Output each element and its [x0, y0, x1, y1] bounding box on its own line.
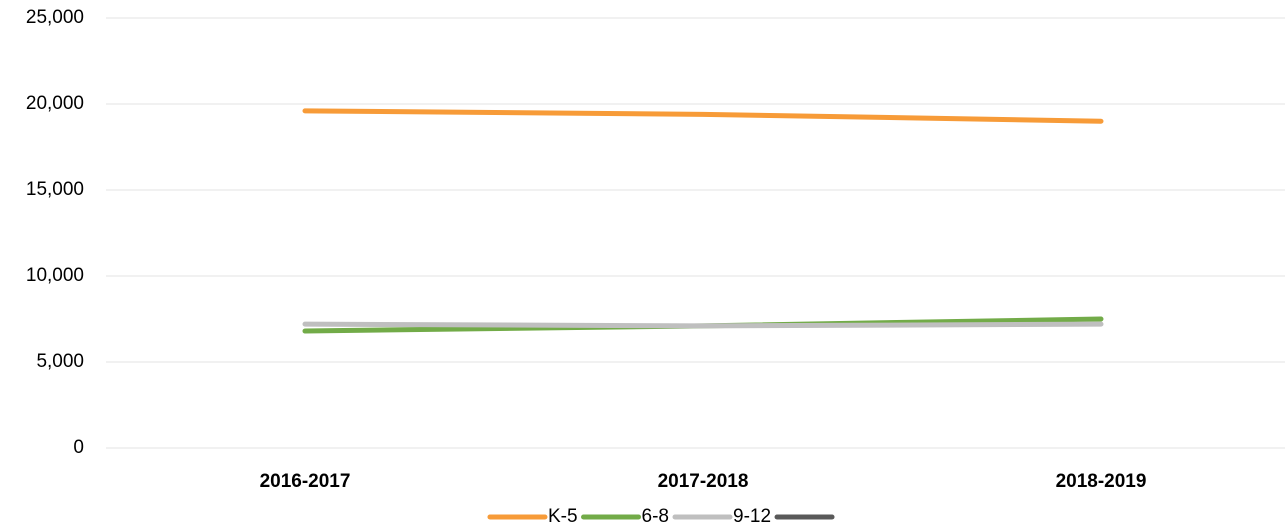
series-line: [302, 108, 1104, 124]
y-tick-label: 10,000: [26, 265, 84, 286]
y-tick-label: 15,000: [26, 179, 84, 200]
y-tick-label: 25,000: [26, 7, 84, 28]
x-tick-label: 2018-2019: [1056, 471, 1147, 492]
y-tick-label: 20,000: [26, 93, 84, 114]
x-tick-label: 2016-2017: [260, 471, 351, 492]
x-tick-label: 2017-2018: [658, 471, 749, 492]
legend-label: 9-12: [733, 506, 771, 527]
legend-label: 6-8: [642, 506, 669, 527]
legend-label: K-5: [548, 506, 578, 527]
legend: K-5 6-8 9-12: [487, 506, 835, 527]
y-tick-label: 5,000: [36, 351, 84, 372]
y-tick-label: 0: [73, 437, 84, 458]
series-line: [302, 321, 1104, 329]
